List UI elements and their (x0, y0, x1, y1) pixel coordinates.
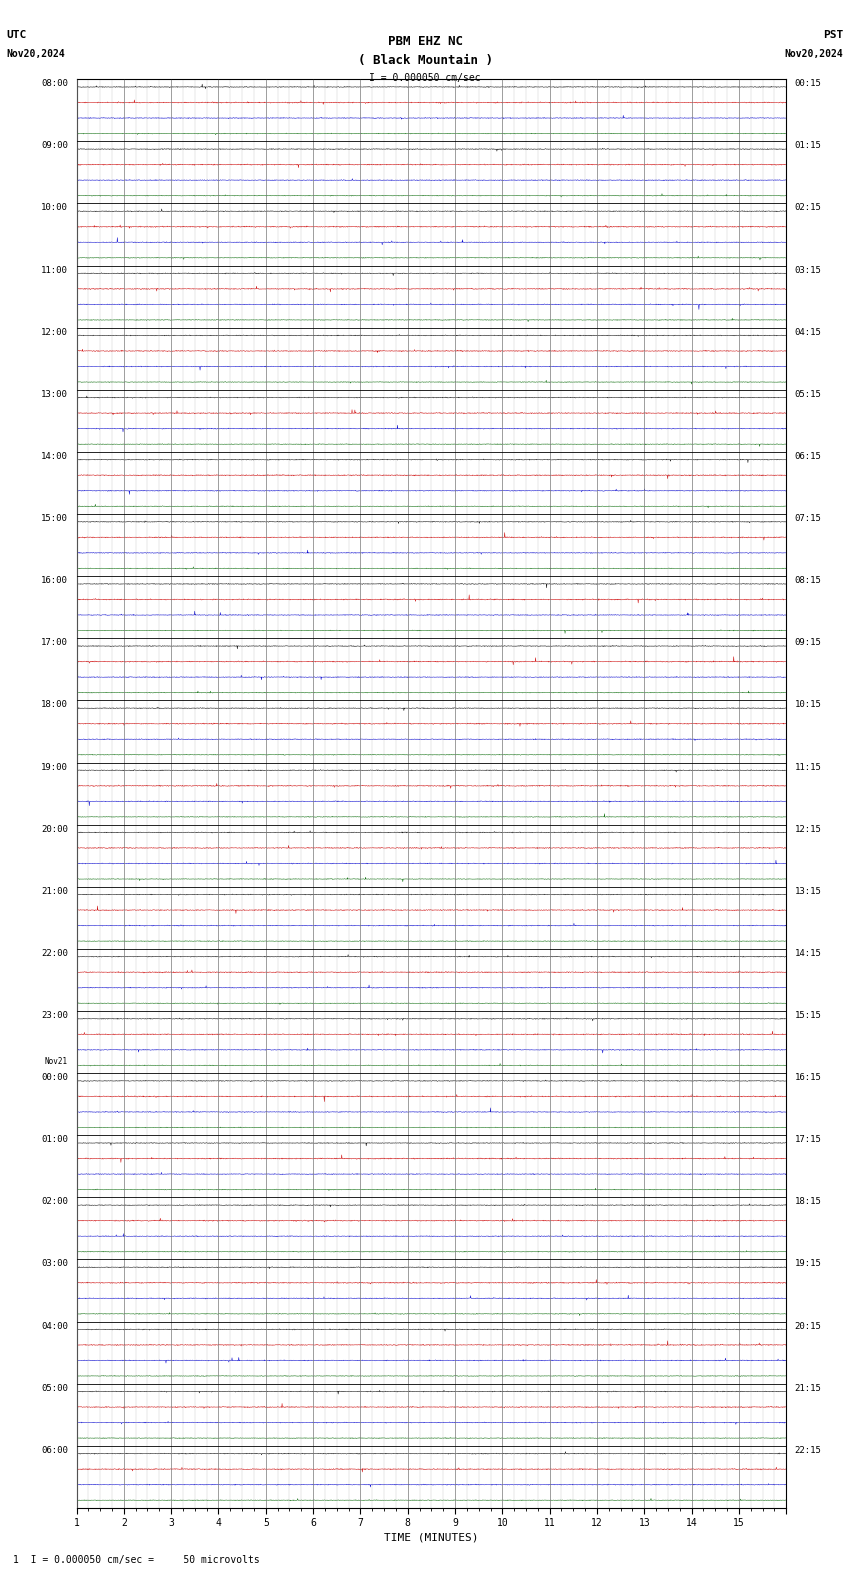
Text: 03:00: 03:00 (41, 1259, 68, 1269)
Text: 05:00: 05:00 (41, 1384, 68, 1392)
Text: I = 0.000050 cm/sec: I = 0.000050 cm/sec (369, 73, 481, 82)
Text: 11:15: 11:15 (795, 762, 822, 771)
Text: PBM EHZ NC: PBM EHZ NC (388, 35, 462, 48)
Text: 01:00: 01:00 (41, 1136, 68, 1144)
Text: 10:00: 10:00 (41, 203, 68, 212)
Text: 23:00: 23:00 (41, 1011, 68, 1020)
Text: 09:00: 09:00 (41, 141, 68, 150)
Text: 05:15: 05:15 (795, 390, 822, 399)
Text: 18:15: 18:15 (795, 1198, 822, 1207)
Text: 12:15: 12:15 (795, 825, 822, 833)
Text: 16:00: 16:00 (41, 577, 68, 584)
Text: 06:00: 06:00 (41, 1446, 68, 1454)
Text: 20:15: 20:15 (795, 1321, 822, 1331)
Text: 08:15: 08:15 (795, 577, 822, 584)
Text: 13:00: 13:00 (41, 390, 68, 399)
Text: 08:00: 08:00 (41, 79, 68, 89)
Text: 10:15: 10:15 (795, 700, 822, 710)
Text: 17:00: 17:00 (41, 638, 68, 648)
Text: 13:15: 13:15 (795, 887, 822, 897)
Text: 00:00: 00:00 (41, 1072, 68, 1082)
Text: 16:15: 16:15 (795, 1072, 822, 1082)
Text: 02:00: 02:00 (41, 1198, 68, 1207)
Text: 20:00: 20:00 (41, 825, 68, 833)
Text: ( Black Mountain ): ( Black Mountain ) (358, 54, 492, 67)
Text: 15:15: 15:15 (795, 1011, 822, 1020)
Text: 22:15: 22:15 (795, 1446, 822, 1454)
Text: 19:15: 19:15 (795, 1259, 822, 1269)
Text: UTC: UTC (7, 30, 27, 40)
Text: 09:15: 09:15 (795, 638, 822, 648)
Text: Nov20,2024: Nov20,2024 (785, 49, 843, 59)
Text: 06:15: 06:15 (795, 451, 822, 461)
Text: 22:00: 22:00 (41, 949, 68, 958)
Text: 19:00: 19:00 (41, 762, 68, 771)
Text: 04:15: 04:15 (795, 328, 822, 337)
Text: 21:00: 21:00 (41, 887, 68, 897)
Text: 11:00: 11:00 (41, 266, 68, 274)
Text: 01:15: 01:15 (795, 141, 822, 150)
X-axis label: TIME (MINUTES): TIME (MINUTES) (384, 1533, 479, 1543)
Text: 12:00: 12:00 (41, 328, 68, 337)
Text: 02:15: 02:15 (795, 203, 822, 212)
Text: 04:00: 04:00 (41, 1321, 68, 1331)
Text: 17:15: 17:15 (795, 1136, 822, 1144)
Text: 00:15: 00:15 (795, 79, 822, 89)
Text: Nov21: Nov21 (45, 1057, 68, 1066)
Text: 1  I = 0.000050 cm/sec =     50 microvolts: 1 I = 0.000050 cm/sec = 50 microvolts (13, 1555, 259, 1565)
Text: 03:15: 03:15 (795, 266, 822, 274)
Text: 21:15: 21:15 (795, 1384, 822, 1392)
Text: PST: PST (823, 30, 843, 40)
Text: Nov20,2024: Nov20,2024 (7, 49, 65, 59)
Text: 14:00: 14:00 (41, 451, 68, 461)
Text: 15:00: 15:00 (41, 515, 68, 523)
Text: 14:15: 14:15 (795, 949, 822, 958)
Text: 18:00: 18:00 (41, 700, 68, 710)
Text: 07:15: 07:15 (795, 515, 822, 523)
